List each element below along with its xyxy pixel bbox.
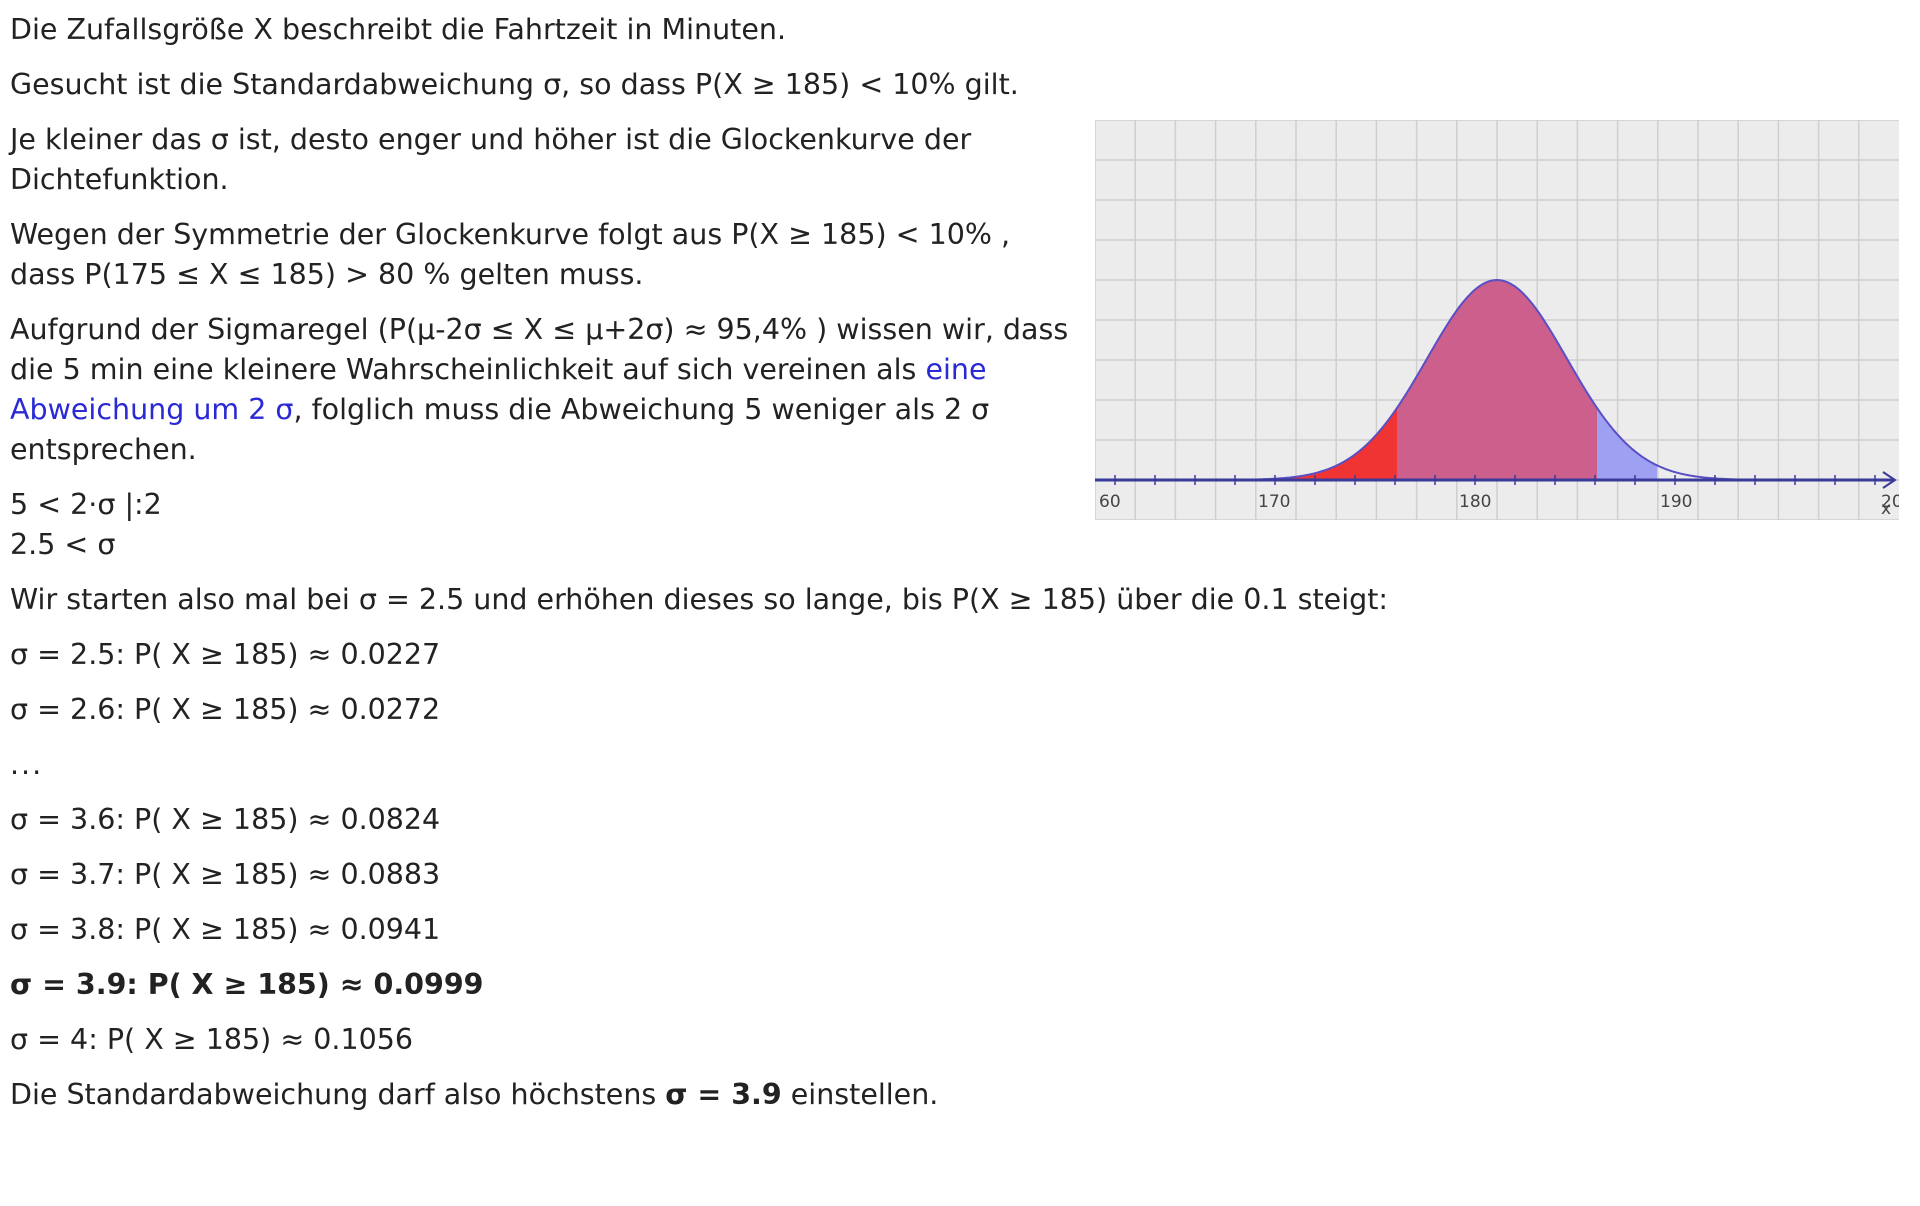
inequality-line-2: 2.5 < σ — [10, 528, 116, 561]
step-sigma-3-7: σ = 3.7: P( X ≥ 185) ≈ 0.0883 — [10, 858, 441, 891]
tick-label-170: 170 — [1258, 492, 1290, 512]
solution-text: Die Zufallsgröße X beschreibt die Fahrtz… — [10, 10, 1899, 1130]
intro-line-1: Die Zufallsgröße X beschreibt die Fahrtz… — [10, 13, 786, 46]
intro-line-4a: Wegen der Symmetrie der Glockenkurve fol… — [10, 218, 1011, 251]
normal-distribution-graph: 60 170 180 190 20 x — [1095, 120, 1899, 520]
intro-line-3: Je kleiner das σ ist, desto enger und hö… — [10, 123, 972, 196]
density-curve-plot: 60 170 180 190 20 x — [1095, 120, 1899, 520]
x-axis-label: x — [1881, 499, 1891, 519]
sigma-rule-paragraph: Aufgrund der Sigmaregel (P(μ-2σ ≤ X ≤ μ+… — [10, 310, 1890, 470]
tick-label-200: 20 — [1881, 492, 1899, 512]
conclusion-result: σ = 3.9 — [665, 1078, 782, 1111]
tick-label-180: 180 — [1459, 492, 1491, 512]
intro-line-4b: dass P(175 ≤ X ≤ 185) > 80 % gelten muss… — [10, 258, 644, 291]
sigma-rule-text-end: , folglich muss die Abweichung 5 weniger… — [10, 393, 990, 466]
step-sigma-2-5: σ = 2.5: P( X ≥ 185) ≈ 0.0227 — [10, 638, 441, 671]
conclusion-text-end: einstellen. — [781, 1078, 939, 1111]
tick-label-190: 190 — [1660, 492, 1692, 512]
step-sigma-3-9-result: σ = 3.9: P( X ≥ 185) ≈ 0.0999 — [10, 968, 484, 1001]
step-ellipsis: ... — [10, 748, 44, 781]
sigma-rule-link[interactable]: eine Abweichung um 2 σ — [10, 353, 987, 426]
axis-ticks — [1114, 475, 1876, 485]
x-axis-arrow-icon — [1882, 471, 1897, 489]
left-shaded-area — [1215, 407, 1397, 480]
step-sigma-4: σ = 4: P( X ≥ 185) ≈ 0.1056 — [10, 1023, 413, 1056]
inequality-line-1: 5 < 2·σ |:2 — [10, 488, 162, 521]
center-shaded-area — [1397, 280, 1597, 480]
conclusion-text: Die Standardabweichung darf also höchste… — [10, 1078, 666, 1111]
step-sigma-3-8: σ = 3.8: P( X ≥ 185) ≈ 0.0941 — [10, 913, 441, 946]
tick-label-60: 60 — [1099, 492, 1121, 512]
inequality: 5 < 2·σ |:2 2.5 < σ — [10, 485, 1890, 565]
intro-line-4: Wegen der Symmetrie der Glockenkurve fol… — [10, 215, 1890, 295]
right-shaded-area — [1597, 407, 1657, 480]
sigma-rule-text: Aufgrund der Sigmaregel (P(μ-2σ ≤ X ≤ μ+… — [10, 313, 1069, 386]
step-sigma-2-6: σ = 2.6: P( X ≥ 185) ≈ 0.0272 — [10, 693, 441, 726]
start-line: Wir starten also mal bei σ = 2.5 und erh… — [10, 583, 1388, 616]
intro-line-2: Gesucht ist die Standardabweichung σ, so… — [10, 68, 1019, 101]
conclusion: Die Standardabweichung darf also höchste… — [10, 1075, 1890, 1115]
step-sigma-3-6: σ = 3.6: P( X ≥ 185) ≈ 0.0824 — [10, 803, 441, 836]
